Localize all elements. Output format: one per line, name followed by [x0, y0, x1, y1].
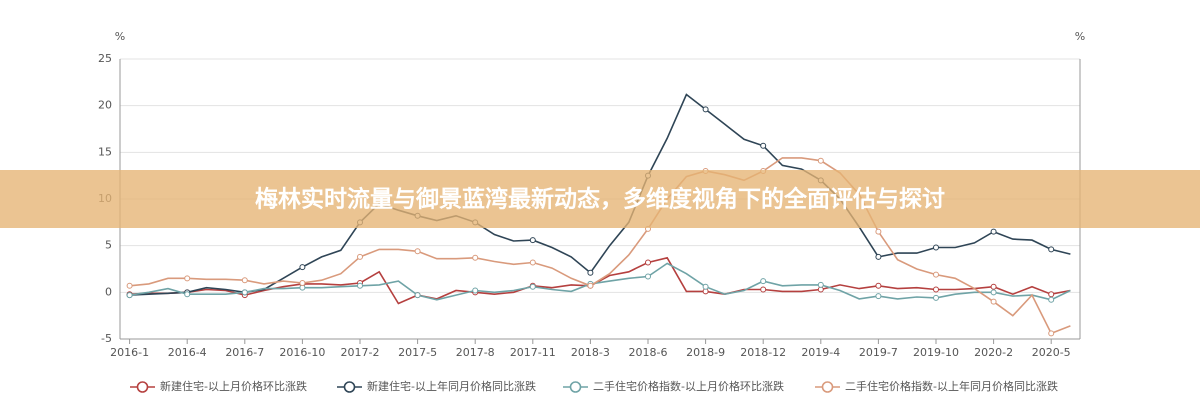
point	[529, 259, 536, 266]
point	[933, 244, 939, 251]
point	[472, 287, 479, 294]
x-tick-label: 2016-7	[225, 346, 264, 359]
point	[1048, 246, 1055, 253]
point	[990, 298, 997, 305]
point	[933, 271, 939, 278]
point	[241, 277, 248, 284]
x-tick-label: 2017-2	[341, 346, 380, 359]
point	[760, 278, 767, 285]
point	[702, 106, 709, 113]
legend-item: 二手住宅价格指数-以上月价格环比涨跌	[563, 379, 784, 393]
x-tick-label: 2018-3	[571, 346, 610, 359]
point	[587, 282, 594, 289]
point	[1048, 296, 1055, 303]
legend-item: 二手住宅价格指数-以上年同月价格同比涨跌	[815, 379, 1058, 393]
banner	[0, 170, 1200, 228]
point	[990, 228, 997, 235]
x-tick-label: 2019-7	[859, 346, 898, 359]
point	[817, 157, 824, 164]
y-tick-label: -5	[101, 332, 112, 345]
point	[587, 269, 594, 276]
point	[472, 254, 479, 261]
legend-label: 二手住宅价格指数-以上年同月价格同比涨跌	[845, 379, 1058, 393]
point	[760, 142, 767, 149]
point	[126, 282, 133, 289]
legend-marker	[569, 381, 582, 393]
point	[875, 253, 882, 260]
point	[299, 280, 306, 286]
point	[817, 281, 824, 288]
point	[299, 264, 306, 271]
x-tick-label: 2019-4	[801, 346, 840, 359]
y-tick-label: 25	[98, 52, 112, 65]
point	[414, 248, 421, 255]
x-tick-label: 2017-5	[398, 346, 437, 359]
legend-marker	[136, 381, 149, 393]
point	[875, 228, 882, 235]
series-line	[129, 157, 1071, 335]
x-tick-label: 2016-4	[168, 346, 207, 359]
x-tick-label: 2016-1	[110, 346, 149, 359]
legend-marker	[821, 381, 834, 393]
point	[184, 275, 191, 282]
point	[702, 283, 709, 290]
point	[645, 273, 651, 280]
series-line	[129, 93, 1071, 296]
point	[184, 291, 191, 298]
y2-axis-label: %	[1075, 30, 1085, 43]
point	[357, 282, 363, 289]
point	[990, 289, 997, 296]
point	[875, 282, 882, 289]
x-tick-label: 2020-2	[974, 346, 1013, 359]
legend-marker	[343, 381, 356, 393]
point	[933, 294, 939, 301]
y-tick-label: 15	[98, 145, 112, 158]
x-tick-label: 2019-10	[913, 346, 959, 359]
point	[357, 253, 363, 260]
x-tick-label: 2020-5	[1032, 346, 1071, 359]
x-tick-label: 2017-11	[510, 346, 556, 359]
legend-label: 二手住宅价格指数-以上月价格环比涨跌	[593, 379, 784, 393]
y-tick-label: 20	[98, 99, 112, 112]
point	[933, 286, 939, 293]
series-line	[129, 262, 1071, 301]
point	[645, 259, 651, 266]
y-axis-label: %	[115, 30, 125, 43]
point	[241, 289, 248, 296]
point	[990, 283, 997, 290]
point	[414, 292, 421, 299]
point	[760, 286, 767, 293]
legend-item: 新建住宅-以上年同月价格同比涨跌	[337, 379, 536, 393]
legend-label: 新建住宅-以上年同月价格同比涨跌	[367, 379, 536, 393]
point	[1048, 291, 1055, 298]
point	[529, 283, 536, 290]
y-tick-label: 0	[105, 285, 112, 298]
x-tick-label: 2018-12	[740, 346, 786, 359]
point	[126, 292, 133, 299]
banner-text: 梅林实时流量与御景蓝湾最新动态，多维度视角下的全面评估与探讨	[255, 186, 945, 213]
x-tick-label: 2018-6	[629, 346, 668, 359]
legend-label: 新建住宅-以上月价格环比涨跌	[160, 379, 307, 393]
point	[1048, 330, 1055, 337]
x-tick-label: 2016-10	[279, 346, 325, 359]
x-tick-label: 2018-9	[686, 346, 725, 359]
x-tick-label: 2017-8	[456, 346, 495, 359]
point	[529, 237, 536, 244]
y-tick-label: 5	[105, 239, 112, 252]
point	[875, 293, 882, 300]
legend-item: 新建住宅-以上月价格环比涨跌	[130, 379, 307, 393]
